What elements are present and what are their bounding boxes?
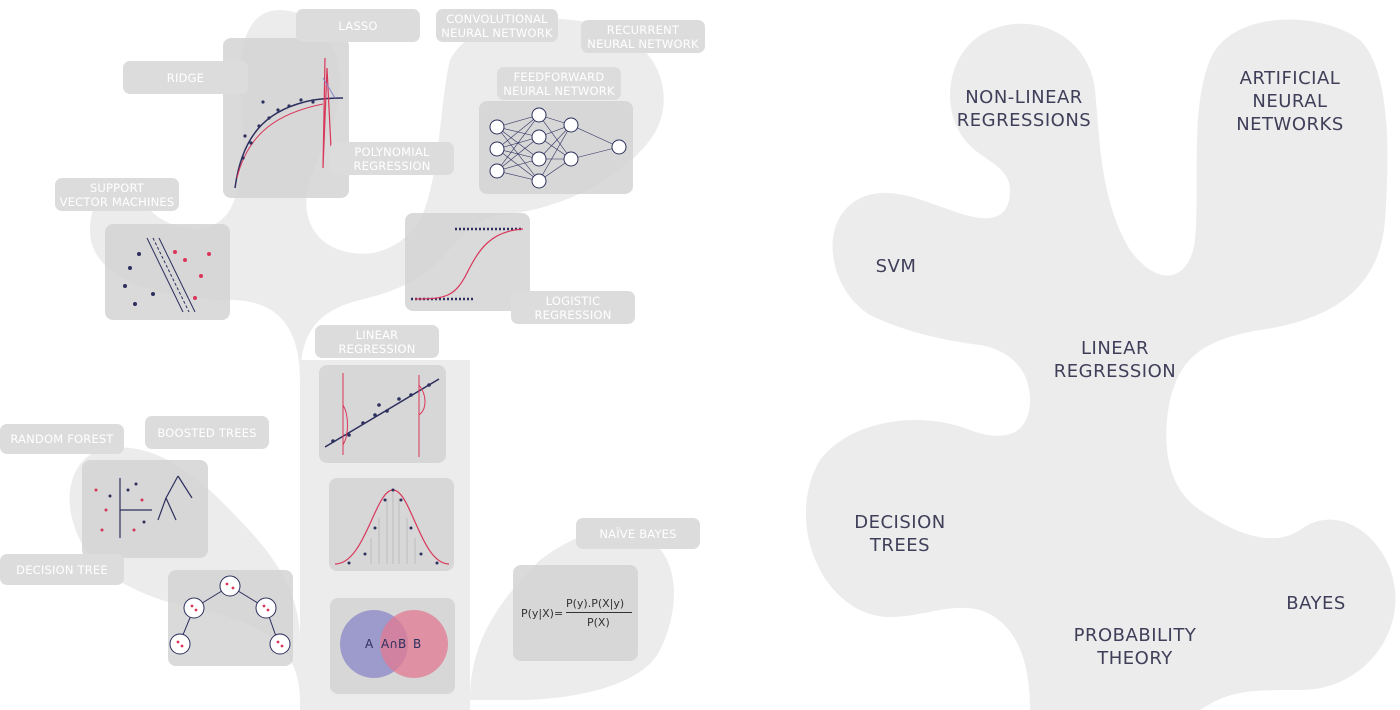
label-decision-trees: DECISION TREES xyxy=(854,512,946,556)
random-forest-plot xyxy=(94,475,193,538)
tag-ridge: RIDGE xyxy=(123,61,248,94)
tag-svm: SUPPORT VECTOR MACHINES xyxy=(55,178,179,211)
regression-curve-plot xyxy=(234,57,344,189)
venn-label-ab: A∩B xyxy=(381,637,407,651)
label-linear-regression: LINEAR REGRESSION xyxy=(1053,338,1177,382)
formula-lhs: P(y|X)= xyxy=(521,607,564,620)
tag-boosted-trees: BOOSTED TREES xyxy=(145,416,269,449)
svm-panel xyxy=(105,224,230,320)
tag-cnn: CONVOLUTIONAL NEURAL NETWORK xyxy=(436,9,558,42)
formula-numerator: P(y).P(X|y) xyxy=(566,597,625,610)
label-artificial-neural-networks: ARTIFICIAL NEURAL NETWORKS xyxy=(1236,68,1344,135)
forest-panel xyxy=(82,460,208,558)
tag-logistic: LOGISTIC REGRESSION xyxy=(511,291,635,324)
svm-scatter-plot xyxy=(123,237,211,313)
neural-network-diagram xyxy=(489,107,627,189)
right-tree-silhouette xyxy=(806,19,1396,710)
formula-denominator: P(X) xyxy=(587,616,610,629)
label-probability-theory: PROBABILITY THEORY xyxy=(1073,625,1197,669)
bayes-formula-panel xyxy=(513,565,638,661)
tag-random-forest: RANDOM FOREST xyxy=(0,424,124,454)
formula-fraction-line xyxy=(566,612,632,613)
linear-panel xyxy=(319,365,446,463)
venn-diagram xyxy=(340,610,448,678)
tag-rnn: RECURRENT NEURAL NETWORK xyxy=(581,20,705,53)
decision-tree-graph xyxy=(169,575,291,655)
tag-feedforward: FEEDFORWARD NEURAL NETWORK xyxy=(497,67,621,100)
label-nonlinear-regressions: NON-LINEAR REGRESSIONS xyxy=(956,87,1092,131)
gaussian-curve-plot xyxy=(334,488,450,565)
linear-regression-plot xyxy=(324,373,440,457)
venn-label-a: A xyxy=(365,637,374,651)
logistic-curve-plot xyxy=(411,227,524,301)
tag-lasso: LASSO xyxy=(296,9,420,42)
tag-decision-tree: DECISION TREE xyxy=(0,554,124,585)
label-svm: SVM xyxy=(875,256,917,277)
venn-label-b: B xyxy=(413,637,422,651)
tag-linear: LINEAR REGRESSION xyxy=(315,325,439,358)
label-bayes: BAYES xyxy=(1286,593,1346,614)
tag-naive-bayes: NAÏVE BAYES xyxy=(576,518,700,549)
feedforward-panel xyxy=(479,101,633,194)
tag-polynomial: POLYNOMIAL REGRESSION xyxy=(330,142,454,175)
